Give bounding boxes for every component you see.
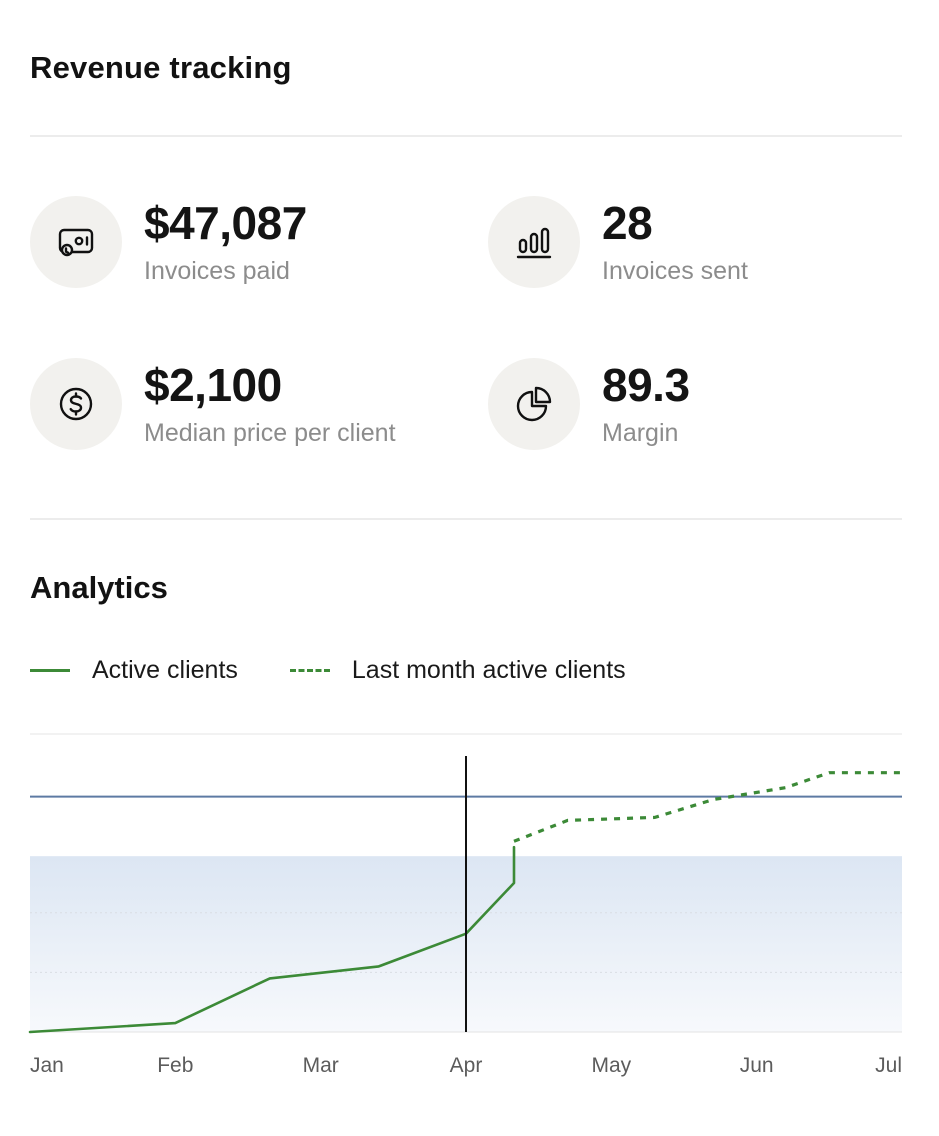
analytics-chart[interactable]: Jan Feb Mar Apr May Jun Jul: [0, 720, 939, 1100]
stat-value: 28: [602, 197, 653, 249]
stat-value: $2,100: [144, 359, 282, 411]
stat-label: Invoices paid: [144, 257, 290, 285]
divider: [30, 518, 902, 520]
x-tick-label: May: [591, 1054, 631, 1077]
stat-margin: 89.3 Margin: [488, 358, 690, 450]
x-tick-label: Jul: [875, 1054, 902, 1077]
dollar-icon: [30, 358, 122, 450]
series-line-active-clients: [28, 845, 516, 1034]
chart-legend: Active clients Last month active clients: [30, 656, 678, 685]
legend-label: Active clients: [92, 656, 238, 684]
x-tick-label: Feb: [157, 1054, 193, 1077]
analytics-title: Analytics: [30, 570, 168, 605]
x-tick-label: Apr: [450, 1054, 483, 1077]
pie-chart-icon: [488, 358, 580, 450]
x-tick-label: Jun: [740, 1054, 774, 1077]
stat-label: Invoices sent: [602, 257, 748, 285]
x-tick-label: Jan: [30, 1054, 64, 1077]
stat-median-price: $2,100 Median price per client: [30, 358, 396, 450]
legend-item-last-month[interactable]: Last month active clients: [289, 656, 626, 685]
stat-invoices-sent: 28 Invoices sent: [488, 196, 748, 288]
stat-invoices-paid: $47,087 Invoices paid: [30, 196, 307, 288]
legend-item-active-clients[interactable]: Active clients: [30, 656, 238, 685]
bar-chart-icon: [488, 196, 580, 288]
legend-swatch-dashed: [289, 669, 330, 672]
invoice-icon: [30, 196, 122, 288]
legend-label: Last month active clients: [351, 656, 626, 684]
stat-value: 89.3: [602, 359, 690, 411]
stat-value: $47,087: [144, 197, 307, 249]
legend-swatch-solid: [30, 669, 70, 672]
series-line-last-month: [513, 771, 902, 843]
page-title: Revenue tracking: [30, 50, 292, 85]
divider: [30, 135, 902, 137]
stat-label: Margin: [602, 419, 679, 447]
x-tick-label: Mar: [303, 1054, 339, 1077]
stat-label: Median price per client: [144, 419, 396, 447]
